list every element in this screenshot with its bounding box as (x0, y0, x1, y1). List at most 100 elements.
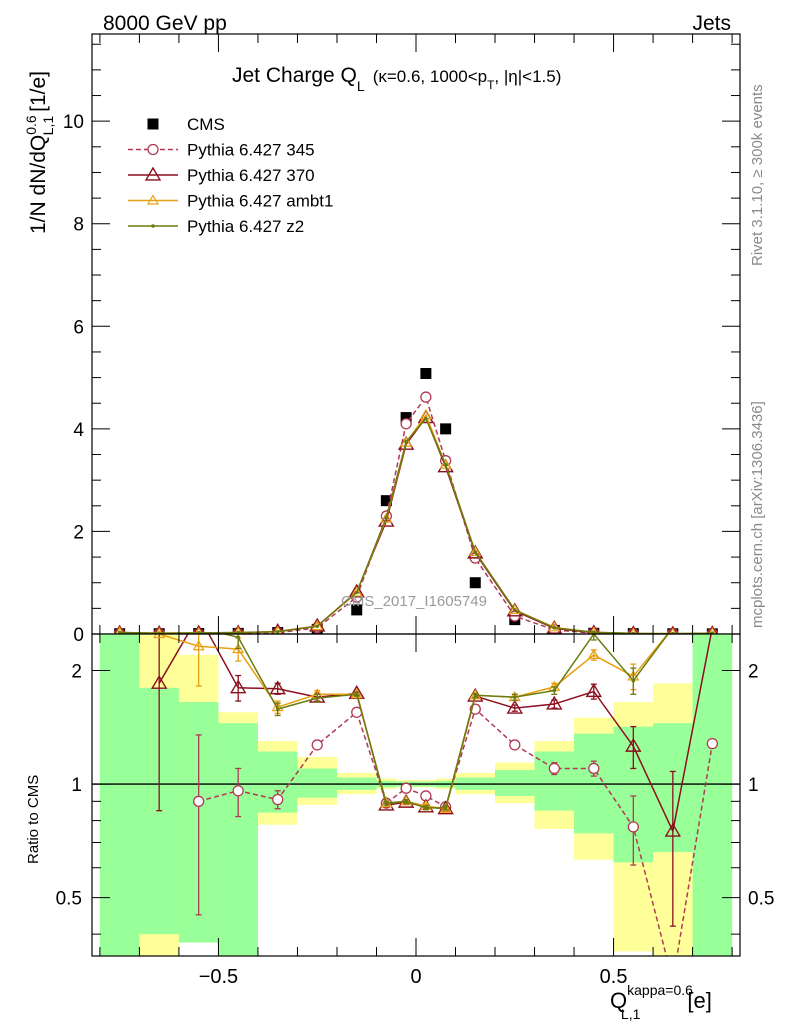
ratio-point-pythia-6-427-345 (706, 737, 718, 750)
point-pythia-6-427-ambt1 (380, 512, 393, 523)
point-pythia-6-427-ambt1 (439, 458, 452, 469)
ratio-point-pythia-6-427-345 (193, 795, 205, 807)
point-pythia-6-427-z2 (424, 416, 428, 421)
ratio-point-pythia-6-427-370 (269, 680, 286, 695)
point-pythia-6-427-z2 (592, 630, 596, 634)
legend-entry-pythia-6-427-ambt1: Pythia 6.427 ambt1 (128, 192, 333, 211)
header-right: Jets (692, 12, 731, 35)
series-pythia-6-427-z2 (117, 416, 715, 634)
point-pythia-6-427-z2 (473, 550, 478, 554)
y-tick-label: 6 (73, 317, 84, 338)
point-pythia-6-427-z2 (275, 629, 280, 634)
ratio-point-pythia-6-427-ambt1 (587, 648, 600, 660)
point-pythia-6-427-z2 (552, 626, 557, 630)
point-pythia-6-427-370 (193, 624, 205, 634)
point-pythia-6-427-ambt1 (311, 619, 324, 631)
point-cms (380, 495, 392, 507)
ratio-point-pythia-6-427-z2 (315, 696, 320, 700)
ratio-point-pythia-6-427-370 (546, 695, 563, 710)
legend-entry-pythia-6-427-345: Pythia 6.427 345 (128, 141, 315, 160)
main-y-axis-label: 1/N dN/dQ0.6L,1[1/e] (23, 71, 56, 234)
ratio-y-tick-label-right: 0.5 (748, 889, 774, 910)
point-cms (420, 367, 432, 379)
point-pythia-6-427-z2 (404, 439, 408, 444)
header-left: 8000 GeV pp (103, 12, 227, 35)
ratio-point-pythia-6-427-370 (625, 737, 642, 752)
ratio-point-pythia-6-427-ambt1 (350, 688, 363, 699)
point-pythia-6-427-370 (308, 617, 326, 632)
legend: CMS Pythia 6.427 345 Pythia 6.427 370 Pythi… (128, 115, 333, 236)
ratio-point-pythia-6-427-370 (150, 674, 168, 689)
y-tick-label: 4 (73, 420, 84, 441)
legend-marker (146, 194, 160, 205)
point-pythia-6-427-345 (400, 418, 412, 430)
ratio-series-pythia-6-427-345 (193, 703, 718, 956)
ratio-point-pythia-6-427-z2 (384, 801, 389, 805)
ratio-plot-axes: 0.5 0.5 1 1 2 2 −0.5 0 0.5 (56, 634, 774, 988)
band-green (297, 768, 337, 798)
point-pythia-6-427-ambt1 (708, 627, 717, 634)
point-pythia-6-427-z2 (157, 631, 161, 634)
band-green (495, 769, 535, 796)
y-tick-label: 10 (63, 112, 84, 133)
x-tick-label: 0.5 (600, 966, 628, 988)
ratio-point-pythia-6-427-z2 (354, 692, 359, 697)
legend-label: Pythia 6.427 z2 (187, 217, 304, 236)
point-pythia-6-427-z2 (710, 631, 715, 634)
point-pythia-6-427-370 (271, 623, 285, 634)
point-pythia-6-427-ambt1 (115, 626, 125, 634)
legend-entry-pythia-6-427-z2: Pythia 6.427 z2 (128, 217, 304, 236)
ratio-point-pythia-6-427-370 (192, 608, 206, 620)
legend-label: Pythia 6.427 370 (187, 166, 315, 185)
point-pythia-6-427-345 (420, 391, 432, 403)
point-pythia-6-427-370 (348, 583, 365, 598)
ratio-point-pythia-6-427-345 (588, 762, 600, 775)
ratio-y-tick-label: 1 (71, 775, 82, 796)
point-pythia-6-427-z2 (354, 590, 359, 595)
legend-label: CMS (187, 115, 225, 134)
point-pythia-6-427-z2 (315, 624, 320, 629)
point-pythia-6-427-z2 (384, 515, 389, 520)
y-tick-label: 0 (73, 625, 84, 646)
ratio-y-tick-label-right: 1 (748, 775, 759, 796)
ratio-point-pythia-6-427-345 (548, 762, 560, 775)
ratio-point-pythia-6-427-ambt1 (400, 795, 413, 806)
x-axis-label: Qkappa=0.6 L,1[e] (610, 982, 712, 1022)
ratio-point-pythia-6-427-z2 (236, 635, 240, 640)
point-pythia-6-427-ambt1 (508, 603, 521, 614)
point-pythia-6-427-ambt1 (400, 436, 413, 447)
ratio-y-axis-label: Ratio to CMS (25, 775, 42, 864)
ratio-point-pythia-6-427-345 (627, 821, 639, 833)
ratio-y-tick-label-right: 2 (748, 662, 759, 683)
point-cms (469, 577, 481, 589)
point-pythia-6-427-370 (667, 625, 678, 634)
main-plot-area (114, 367, 718, 634)
ratio-point-pythia-6-427-345 (400, 782, 412, 794)
ratio-line-pythia-6-427-345 (198, 707, 714, 956)
legend-label: Pythia 6.427 345 (187, 141, 315, 160)
point-pythia-6-427-z2 (236, 630, 240, 634)
ratio-point-pythia-6-427-z2 (473, 693, 478, 698)
legend-marker (147, 118, 159, 130)
y-tick-label: 8 (73, 215, 84, 236)
band-green (99, 634, 140, 956)
point-pythia-6-427-z2 (512, 608, 517, 612)
band-green (218, 723, 258, 956)
point-pythia-6-427-z2 (117, 630, 122, 634)
ratio-point-pythia-6-427-z2 (404, 799, 408, 804)
ratio-y-tick-label: 2 (71, 662, 82, 683)
ratio-point-pythia-6-427-345 (509, 739, 521, 751)
ratio-point-pythia-6-427-z2 (631, 678, 636, 683)
ratio-point-pythia-6-427-345 (272, 793, 284, 806)
ratio-y-tick-label: 0.5 (56, 889, 82, 910)
ratio-point-pythia-6-427-ambt1 (153, 634, 166, 639)
ratio-point-pythia-6-427-370 (229, 679, 247, 694)
ratio-point-pythia-6-427-z2 (552, 688, 557, 693)
main-plot-axes: 0 2 4 6 8 10 (63, 34, 740, 646)
point-pythia-6-427-ambt1 (469, 545, 482, 557)
point-pythia-6-427-z2 (443, 462, 448, 467)
chart-title: Jet Charge QL (κ=0.6, 1000<pT, |η|<1.5) (232, 64, 561, 94)
y-tick-label: 2 (73, 522, 84, 543)
ratio-point-pythia-6-427-z2 (424, 806, 428, 810)
legend-marker (147, 143, 159, 156)
